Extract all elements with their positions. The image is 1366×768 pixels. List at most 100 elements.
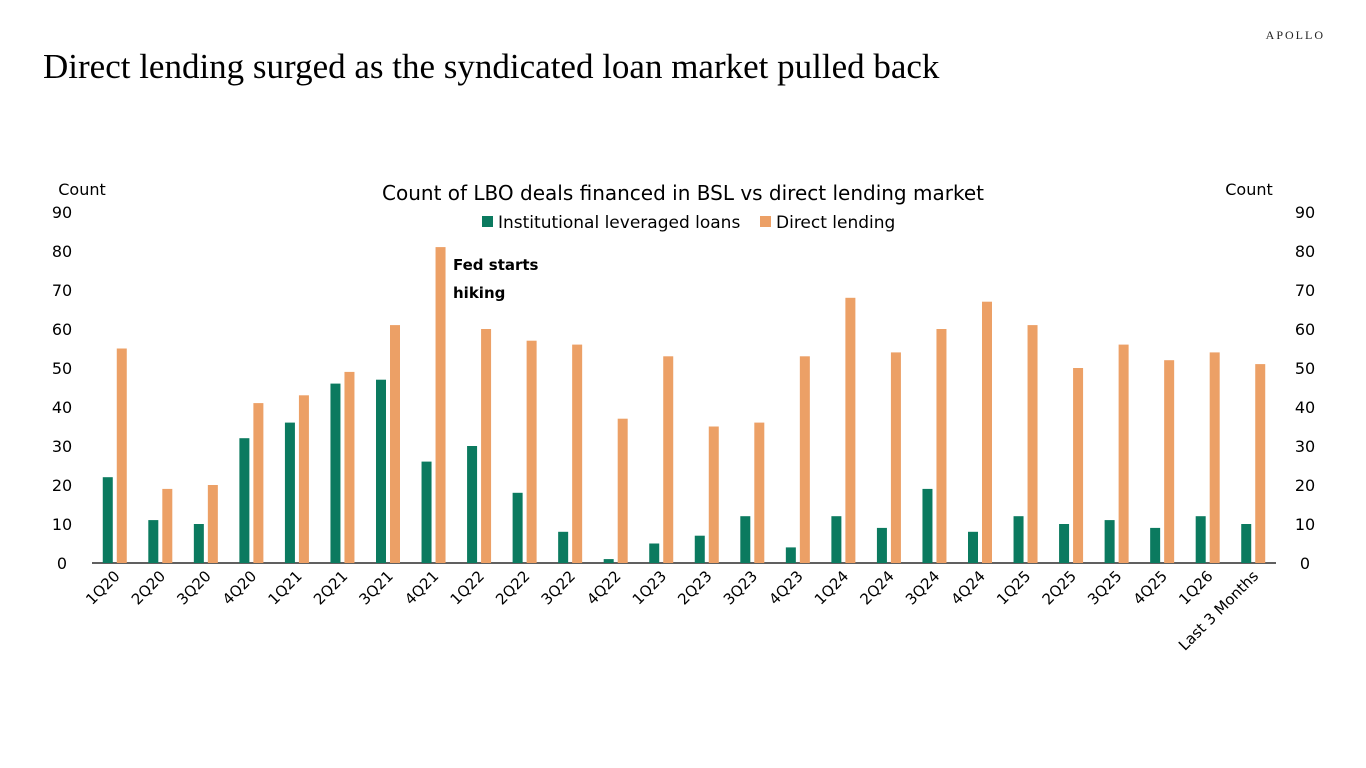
- y-tick-label-left: 80: [52, 242, 72, 261]
- bar-direct-lending: [982, 301, 992, 563]
- x-tick-label: 4Q23: [765, 567, 806, 608]
- bar-direct-lending: [617, 418, 628, 563]
- bar-institutional: [1104, 520, 1115, 563]
- x-tick-label: 1Q22: [447, 567, 488, 608]
- bar-direct-lending: [845, 297, 856, 563]
- bar-institutional: [512, 492, 523, 563]
- bar-institutional: [922, 488, 933, 563]
- x-tick-label: 1Q20: [82, 567, 123, 608]
- y-tick-label-left: 30: [52, 437, 72, 456]
- bar-direct-lending: [799, 356, 810, 563]
- bar-direct-lending: [526, 340, 537, 563]
- bar-institutional: [694, 535, 705, 563]
- y-tick-label-right: 60: [1295, 320, 1315, 339]
- bar-direct-lending: [298, 395, 309, 563]
- bar-institutional: [421, 461, 432, 563]
- legend-swatch-direct: [760, 216, 771, 227]
- x-tick-label: 4Q24: [948, 567, 989, 608]
- bar-direct-lending: [890, 352, 901, 563]
- y-tick-label-left: 20: [52, 476, 72, 495]
- bar-direct-lending: [663, 356, 674, 563]
- right-axis-label: Count: [1225, 180, 1273, 199]
- bar-direct-lending: [1209, 352, 1220, 563]
- y-tick-label-right: 50: [1295, 359, 1315, 378]
- bar-direct-lending: [253, 403, 264, 563]
- bar-institutional: [239, 438, 250, 563]
- bar-institutional: [876, 527, 887, 563]
- y-tick-label-right: 40: [1295, 398, 1315, 417]
- y-tick-label-right: 20: [1295, 476, 1315, 495]
- x-tick-label: 3Q24: [902, 567, 943, 608]
- bar-institutional: [102, 477, 113, 563]
- x-tick-label: 1Q24: [811, 567, 852, 608]
- bar-direct-lending: [1073, 368, 1084, 563]
- bar-institutional: [193, 524, 204, 563]
- x-tick-label: 2Q21: [310, 567, 351, 608]
- y-tick-label-left: 10: [52, 515, 72, 534]
- x-tick-label: 4Q21: [401, 567, 442, 608]
- bar-direct-lending: [708, 426, 719, 563]
- bar-direct-lending: [1118, 344, 1129, 563]
- bar-direct-lending: [162, 488, 173, 563]
- bar-institutional: [558, 531, 569, 563]
- x-tick-label: 2Q22: [492, 567, 533, 608]
- bar-institutional: [148, 520, 159, 563]
- y-tick-label-left: 40: [52, 398, 72, 417]
- y-tick-label-right: 30: [1295, 437, 1315, 456]
- bar-institutional: [1195, 516, 1206, 563]
- brand-logo: APOLLO: [1265, 28, 1325, 42]
- legend-label-institutional: Institutional leveraged loans: [498, 213, 740, 233]
- bar-direct-lending: [116, 348, 127, 563]
- x-tick-label: 2Q20: [128, 567, 169, 608]
- y-tick-label-left: 60: [52, 320, 72, 339]
- x-tick-label: 3Q25: [1084, 567, 1125, 608]
- bar-institutional: [740, 516, 751, 563]
- bar-direct-lending: [481, 329, 492, 563]
- bar-direct-lending: [1164, 360, 1175, 563]
- y-tick-label-left: 50: [52, 359, 72, 378]
- legend-label-direct: Direct lending: [776, 213, 895, 233]
- bar-direct-lending: [344, 371, 355, 563]
- y-tick-label-right: 80: [1295, 242, 1315, 261]
- y-tick-label-right: 90: [1295, 203, 1315, 222]
- bar-institutional: [1059, 524, 1070, 563]
- bar-direct-lending: [936, 329, 947, 563]
- x-tick-label: 1Q21: [264, 567, 305, 608]
- bar-institutional: [467, 446, 478, 563]
- bar-institutional: [376, 379, 386, 563]
- x-tick-label: 2Q24: [856, 567, 897, 608]
- bar-institutional: [603, 559, 614, 563]
- annotation: Fed starts hiking: [453, 256, 539, 302]
- bar-direct-lending: [1255, 364, 1266, 563]
- chart-title: Count of LBO deals financed in BSL vs di…: [382, 181, 984, 205]
- x-tick-label: 4Q20: [219, 567, 260, 608]
- bar-institutional: [831, 516, 842, 563]
- x-tick-label: 4Q25: [1130, 567, 1171, 608]
- x-tick-label: 4Q22: [583, 567, 624, 608]
- legend: Institutional leveraged loans Direct len…: [482, 213, 895, 233]
- bar-direct-lending: [754, 422, 765, 563]
- bar-institutional: [785, 547, 796, 563]
- bar-institutional: [1013, 516, 1024, 563]
- y-tick-label-right: 70: [1295, 281, 1315, 300]
- bar-direct-lending: [435, 247, 446, 563]
- left-axis-label: Count: [58, 180, 106, 199]
- bar-institutional: [1241, 524, 1252, 563]
- x-tick-label: 1Q25: [993, 567, 1034, 608]
- bar-institutional: [1150, 527, 1161, 563]
- bar-institutional: [649, 543, 660, 563]
- y-tick-label-right: 10: [1295, 515, 1315, 534]
- x-tick-label: 1Q23: [629, 567, 670, 608]
- bar-institutional: [284, 422, 295, 563]
- page-title: Direct lending surged as the syndicated …: [43, 47, 940, 86]
- annotation-line-2: hiking: [453, 284, 505, 302]
- y-tick-label-left: 90: [52, 203, 72, 222]
- bar-direct-lending: [572, 344, 583, 563]
- x-tick-label: 3Q23: [720, 567, 761, 608]
- y-tick-label-left: 0: [57, 554, 67, 573]
- bar-direct-lending: [390, 325, 400, 563]
- bar-direct-lending: [1027, 325, 1038, 563]
- x-tick-label: 2Q25: [1039, 567, 1080, 608]
- legend-swatch-institutional: [482, 216, 493, 227]
